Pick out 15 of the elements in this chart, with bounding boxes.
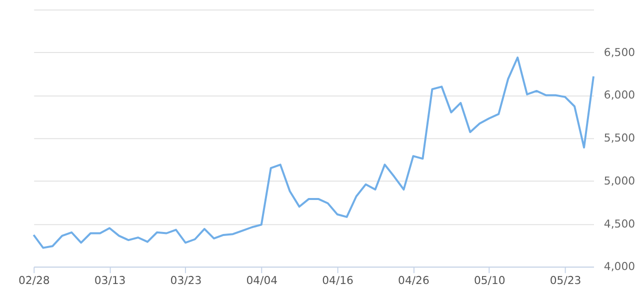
y-tick-label: 6,500 <box>604 46 636 59</box>
x-tick-label: 03/13 <box>94 274 126 287</box>
y-tick-label: 4,500 <box>604 217 636 230</box>
y-tick-label: 6,000 <box>604 88 636 102</box>
y-tick-label: 4,000 <box>604 260 636 274</box>
line-series <box>32 56 594 249</box>
x-tick-label: 05/23 <box>550 274 582 287</box>
y-tick-label: 5,000 <box>604 174 636 188</box>
x-tick-label: 03/23 <box>170 274 202 287</box>
x-tick-label: 05/10 <box>474 274 506 287</box>
x-tick-label: 04/26 <box>398 274 430 287</box>
x-tick-label: 02/28 <box>18 274 50 287</box>
x-tick-label: 04/04 <box>246 274 278 287</box>
x-tick-label: 04/16 <box>322 274 354 287</box>
y-tick-label: 5,500 <box>604 132 636 145</box>
